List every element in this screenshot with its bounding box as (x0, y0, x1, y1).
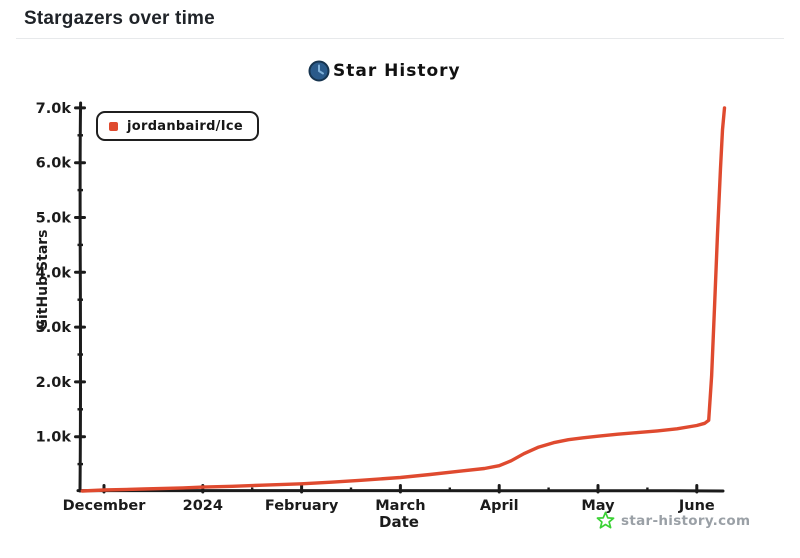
star-doodle-icon (596, 511, 615, 530)
x-tick-label: December (63, 498, 147, 514)
y-tick-label: 6.0k (36, 156, 72, 172)
y-axis-name: GitHub Stars (35, 229, 51, 330)
legend-item-jordanbaird-ice[interactable]: jordanbaird/Ice (96, 111, 259, 141)
chart-title-group: Star History (308, 60, 461, 82)
page-header: Stargazers over time (0, 0, 800, 39)
x-axis-name: Date (379, 513, 419, 531)
page-title: Stargazers over time (24, 8, 215, 29)
legend-marker-icon (109, 121, 118, 131)
x-tick-label: May (581, 498, 615, 514)
y-tick-label: 4.0k (36, 265, 72, 281)
x-tick-label: 2024 (183, 498, 223, 514)
chart-title: Star History (333, 61, 461, 81)
y-tick-label: 5.0k (36, 211, 72, 227)
series-line-jordanbaird-ice (80, 106, 727, 493)
x-tick-label: March (375, 498, 425, 514)
y-tick-label: 3.0k (36, 320, 72, 336)
legend-label: jordanbaird/Ice (127, 118, 243, 134)
star-history-logo-icon (308, 60, 330, 82)
x-tick-label: April (480, 498, 519, 514)
watermark-text: star-history.com (621, 512, 751, 529)
x-axis-line (76, 489, 725, 493)
y-tick-label: 7.0k (36, 101, 72, 117)
title-divider (16, 38, 784, 39)
y-tick-label: 2.0k (36, 375, 72, 391)
x-tick-label: June (678, 498, 715, 514)
x-tick-label: February (265, 498, 339, 514)
y-tick-label: 1.0k (36, 430, 72, 446)
watermark: star-history.com (596, 511, 750, 530)
